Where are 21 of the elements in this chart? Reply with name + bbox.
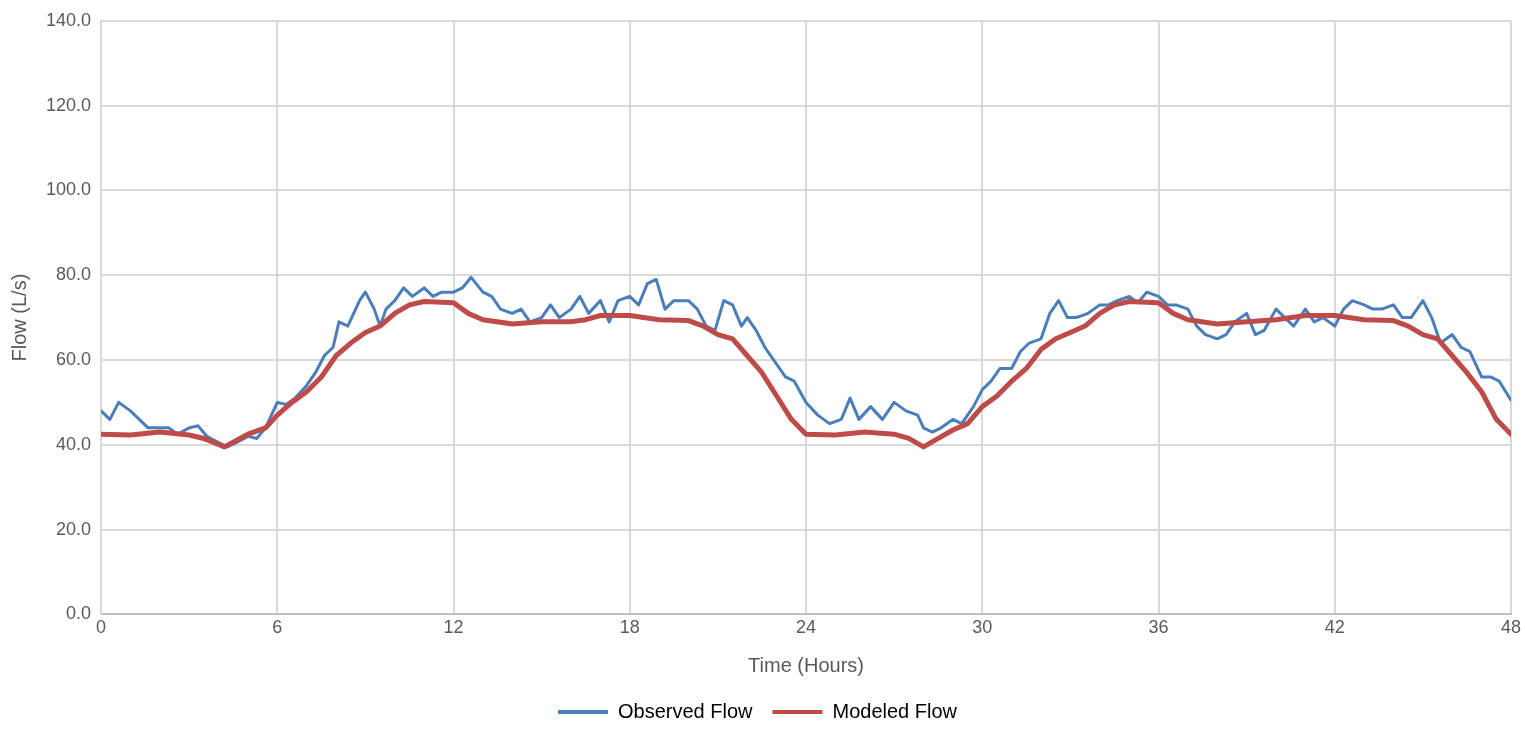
y-tick-label: 60.0 [56, 348, 92, 369]
x-tick-label: 30 [972, 617, 993, 638]
x-tick-label: 18 [619, 617, 640, 638]
y-tick-label: 40.0 [56, 433, 92, 454]
x-tick-label: 48 [1500, 617, 1522, 638]
y-tick-label: 140.0 [46, 9, 92, 30]
y-axis-title: Flow (L/s) [7, 273, 30, 362]
y-tick-label: 120.0 [46, 94, 92, 115]
y-tick-label: 20.0 [56, 518, 92, 539]
x-tick-label: 24 [796, 617, 817, 638]
y-tick-label: 0.0 [66, 603, 92, 624]
legend-label: Observed Flow [618, 699, 754, 722]
x-tick-label: 12 [443, 617, 464, 638]
y-tick-label: 80.0 [56, 264, 92, 285]
x-tick-label: 0 [96, 617, 107, 638]
x-tick-label: 36 [1148, 617, 1169, 638]
legend-label: Modeled Flow [832, 699, 958, 722]
y-tick-label: 100.0 [46, 179, 92, 200]
x-tick-label: 42 [1324, 617, 1345, 638]
x-tick-label: 6 [272, 617, 283, 638]
x-axis-title: Time (Hours) [748, 653, 864, 676]
